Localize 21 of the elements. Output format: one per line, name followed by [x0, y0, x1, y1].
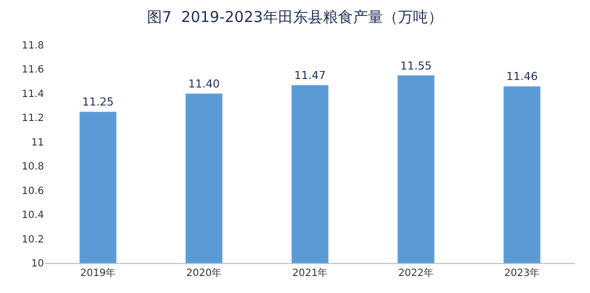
y-tick-label: 10.2	[22, 234, 44, 246]
x-tick-label: 2019年	[80, 267, 116, 279]
x-tick-label: 2021年	[292, 267, 328, 279]
y-tick-label: 11.4	[22, 88, 44, 100]
y-tick-label: 11.6	[22, 64, 44, 76]
data-label: 11.46	[506, 70, 538, 84]
y-tick-label: 11	[31, 137, 44, 148]
x-tick-label: 2020年	[186, 267, 222, 279]
chart-title: 图7 2019-2023年田东县粮食产量（万吨）	[147, 8, 443, 26]
y-tick-label: 10.6	[22, 186, 44, 197]
y-tick-label: 10	[31, 258, 44, 270]
x-tick-label: 2023年	[504, 267, 540, 279]
data-label: 11.55	[400, 59, 432, 72]
data-label: 11.25	[82, 96, 114, 109]
y-tick-label: 11.8	[22, 40, 44, 52]
y-tick-label: 11.2	[22, 113, 44, 124]
y-tick-label: 10.4	[22, 210, 44, 222]
data-label: 11.47	[294, 68, 326, 82]
y-tick-label: 10.8	[22, 162, 44, 173]
data-label: 11.40	[188, 77, 220, 90]
x-tick-label: 2022年	[398, 267, 434, 279]
